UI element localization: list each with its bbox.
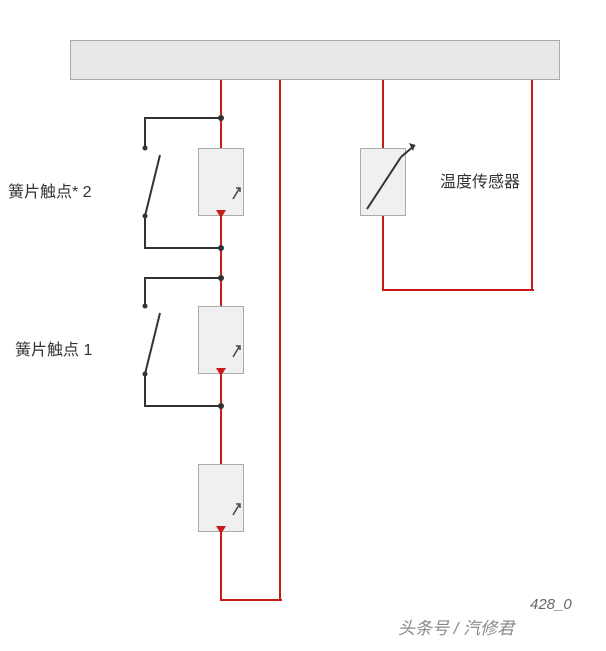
wire-black xyxy=(145,247,221,249)
junction-dot xyxy=(218,115,224,121)
junction-dot xyxy=(218,403,224,409)
wire-red xyxy=(382,289,534,292)
figure-number: 428_0 xyxy=(530,596,572,613)
reed-contact-1-label: 簧片触点 1 xyxy=(15,336,92,360)
reed-switch-1-icon xyxy=(130,298,170,383)
wire-red xyxy=(531,80,534,291)
wire-red xyxy=(220,80,223,148)
arrow-down-icon xyxy=(216,368,226,376)
junction-dot xyxy=(218,245,224,251)
reed-contact-2-label: 簧片触点* 2 xyxy=(8,178,92,202)
arrow-down-icon xyxy=(216,210,226,218)
wire-black xyxy=(145,405,221,407)
wire-red xyxy=(220,599,282,602)
component-box-3 xyxy=(198,464,244,532)
wire-red xyxy=(220,374,223,464)
wire-red xyxy=(382,216,385,290)
watermark: 头条号 / 汽修君 xyxy=(398,614,514,639)
marker-icon xyxy=(231,187,241,201)
thermistor-icon xyxy=(361,149,407,217)
wire-red xyxy=(220,532,223,600)
reed-switch-2-icon xyxy=(130,140,170,225)
wire-red xyxy=(220,216,223,306)
component-box-1 xyxy=(198,148,244,216)
arrow-down-icon xyxy=(216,526,226,534)
marker-icon xyxy=(231,503,241,517)
wire-black xyxy=(145,117,221,119)
junction-dot xyxy=(218,275,224,281)
diagram-canvas: 簧片触点* 2 簧片触点 1 温度传感器 428_0 头条号 / 汽修君 xyxy=(0,0,606,651)
temp-sensor-label: 温度传感器 xyxy=(440,168,520,192)
component-box-2 xyxy=(198,306,244,374)
thermistor-box xyxy=(360,148,406,216)
marker-icon xyxy=(231,345,241,359)
bus-bar xyxy=(70,40,560,80)
wire-red xyxy=(382,80,385,148)
wire-black xyxy=(145,277,221,279)
wire-red xyxy=(279,80,282,601)
